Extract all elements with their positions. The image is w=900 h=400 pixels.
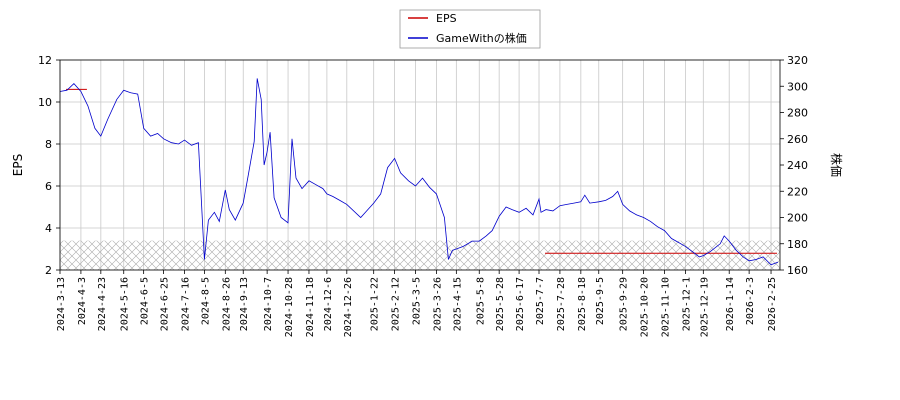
- x-tick-label: 2025-12-1: [681, 277, 692, 331]
- x-tick-label: 2024-8-5: [200, 277, 211, 325]
- x-tick-label: 2024-4-23: [97, 277, 108, 331]
- x-tick-label: 2024-11-18: [305, 277, 316, 337]
- x-tick-label: 2025-10-20: [640, 277, 651, 337]
- x-tick-label: 2025-2-12: [391, 277, 402, 331]
- y-left-tick-label: 6: [45, 180, 52, 193]
- x-tick-label: 2024-4-3: [77, 277, 88, 325]
- x-tick-label: 2025-1-22: [370, 277, 381, 331]
- y-right-tick-label: 220: [787, 185, 808, 198]
- y-left-label: EPS: [11, 154, 25, 176]
- x-tick-label: 2025-5-8: [475, 277, 486, 325]
- y-left-tick-label: 4: [45, 222, 52, 235]
- x-tick-label: 2025-12-19: [699, 277, 710, 337]
- x-axis: 2024-3-13 2024-4-3 2024-4-23 2024-5-16 2024-…: [56, 270, 778, 337]
- x-tick-label: 2024-12-6: [323, 277, 334, 331]
- x-tick-label: 2025-9-29: [619, 277, 630, 331]
- x-tick-label: 2024-8-26: [221, 277, 232, 331]
- x-tick-label: 2025-7-28: [556, 277, 567, 331]
- y-right-tick-label: 260: [787, 133, 808, 146]
- y-left-tick-label: 12: [38, 54, 52, 67]
- legend-price-label: GameWithの株価: [436, 31, 527, 45]
- plot-area: [60, 60, 780, 270]
- x-tick-label: 2025-11-10: [660, 277, 671, 337]
- y-left-tick-label: 10: [38, 96, 52, 109]
- x-tick-label: 2026-1-14: [725, 277, 736, 331]
- x-tick-label: 2026-2-25: [767, 277, 778, 331]
- price-series-line: [59, 78, 779, 266]
- y-right-tick-label: 180: [787, 238, 808, 251]
- x-tick-label: 2025-9-5: [595, 277, 606, 325]
- legend: EPS GameWithの株価: [399, 9, 541, 49]
- y-right-tick-label: 320: [787, 54, 808, 67]
- y-right-tick-label: 280: [787, 107, 808, 120]
- x-tick-label: 2024-12-26: [343, 277, 354, 337]
- x-tick-label: 2024-9-13: [239, 277, 250, 331]
- x-tick-label: 2026-2-3: [745, 277, 756, 325]
- legend-eps-label: EPS: [436, 12, 457, 25]
- y-right-label: 株価: [829, 153, 844, 177]
- y-right-tick-label: 300: [787, 80, 808, 93]
- x-tick-label: 2025-3-26: [432, 277, 443, 331]
- x-tick-label: 2025-7-7: [535, 277, 546, 325]
- x-tick-label: 2024-7-16: [180, 277, 191, 331]
- y-axis-right: 160 180 200 220 240 260 280 300 320: [780, 54, 808, 277]
- y-left-tick-label: 8: [45, 138, 52, 151]
- y-right-tick-label: 200: [787, 212, 808, 225]
- x-tick-label: 2025-8-18: [577, 277, 588, 331]
- x-tick-label: 2025-5-28: [495, 277, 506, 331]
- y-left-tick-label: 2: [45, 264, 52, 277]
- x-tick-label: 2024-10-7: [263, 277, 274, 331]
- eps-series: [66, 88, 778, 254]
- x-tick-label: 2024-5-16: [120, 277, 131, 331]
- y-right-tick-label: 240: [787, 159, 808, 172]
- x-tick-label: 2024-10-28: [284, 277, 295, 337]
- hatched-band: [60, 240, 780, 270]
- legend-box: [399, 9, 541, 49]
- x-tick-label: 2024-3-13: [56, 277, 67, 331]
- y-right-tick-label: 160: [787, 264, 808, 277]
- x-tick-label: 2024-6-5: [140, 277, 151, 325]
- x-tick-label: 2025-3-5: [412, 277, 423, 325]
- x-tick-label: 2024-6-25: [160, 277, 171, 331]
- y-axis-left: 2 4 6 8 10 12: [38, 54, 60, 277]
- x-tick-label: 2025-6-17: [515, 277, 526, 331]
- x-tick-label: 2025-4-15: [452, 277, 463, 331]
